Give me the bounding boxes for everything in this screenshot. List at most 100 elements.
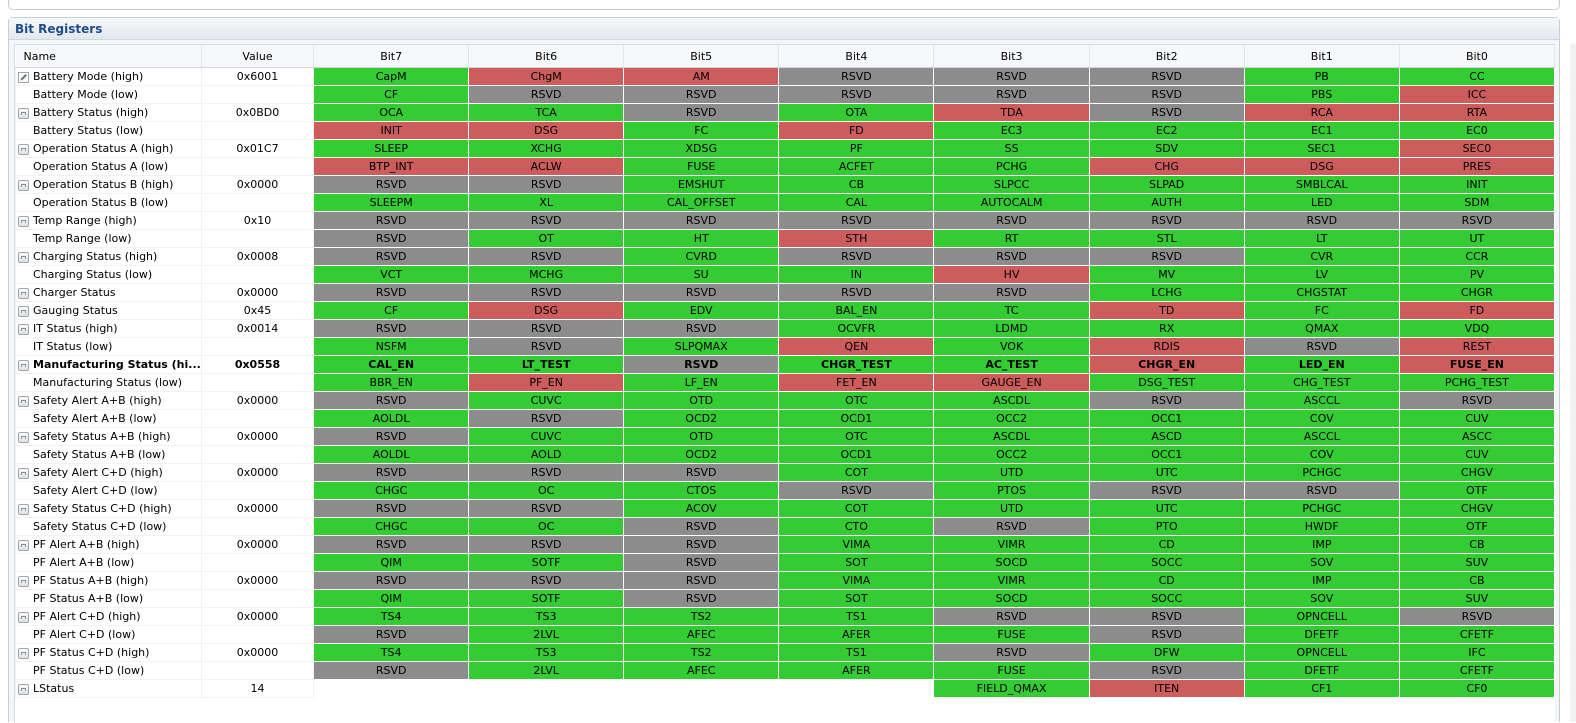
bit-cell-bit0[interactable]: FD xyxy=(1398,301,1556,320)
bit-cell-bit7[interactable]: RSVD xyxy=(313,463,470,482)
bit-cell-bit5[interactable]: SU xyxy=(623,265,780,284)
bit-cell-bit2[interactable]: RSVD xyxy=(1088,247,1245,266)
register-value[interactable] xyxy=(200,553,315,572)
bit-cell-bit0[interactable]: RSVD xyxy=(1398,607,1556,626)
bit-cell-bit4[interactable]: AFER xyxy=(778,661,935,680)
bit-cell-bit5[interactable]: FC xyxy=(623,121,780,140)
bit-cell-bit2[interactable]: CD xyxy=(1088,571,1245,590)
register-name-cell[interactable]: PF Status C+D (low) xyxy=(15,661,202,680)
bit-cell-bit2[interactable]: STL xyxy=(1088,229,1245,248)
bit-cell-bit1[interactable]: RSVD xyxy=(1243,337,1400,356)
register-value[interactable]: 0x0000 xyxy=(200,535,315,554)
bit-cell-bit6[interactable]: XL xyxy=(468,193,625,212)
table-row[interactable]: Charging Status (low) VCT MCHG SU IN HV MV LV PV xyxy=(15,265,1556,284)
bit-cell-bit2[interactable]: TD xyxy=(1088,301,1245,320)
bit-cell-bit7[interactable]: CHGC xyxy=(313,481,470,500)
register-name-cell[interactable]: Battery Status (low) xyxy=(15,121,202,140)
bit-cell-bit1[interactable]: PCHGC xyxy=(1243,463,1400,482)
table-row[interactable]: Gauging Status 0x45 CF DSG EDV BAL_EN TC TD FC FD xyxy=(15,301,1556,320)
bit-cell-bit7[interactable]: RSVD xyxy=(313,427,470,446)
bit-cell-bit7[interactable]: RSVD xyxy=(313,571,470,590)
bit-cell-bit5[interactable]: RSVD xyxy=(623,571,780,590)
bit-cell-bit6[interactable]: RSVD xyxy=(468,85,625,104)
table-row[interactable]: PF Status C+D (high) 0x0000 TS4 TS3 TS2 TS1 RS… xyxy=(15,643,1556,662)
bit-cell-bit5[interactable]: EDV xyxy=(623,301,780,320)
table-row[interactable]: Safety Alert A+B (low) AOLDL RSVD OCD2 OCD1 O… xyxy=(15,409,1556,428)
bit-cell-bit3[interactable]: AC_TEST xyxy=(933,355,1090,374)
table-row[interactable]: Safety Status C+D (low) CHGC OC RSVD CTO RSVD… xyxy=(15,517,1556,536)
register-name-cell[interactable]: LStatus xyxy=(15,679,202,698)
bit-cell-bit3[interactable]: SOCD xyxy=(933,553,1090,572)
bit-cell-bit0[interactable]: CF0 xyxy=(1398,679,1556,698)
bit-cell-bit6[interactable]: MCHG xyxy=(468,265,625,284)
bit-cell-bit4[interactable]: FD xyxy=(778,121,935,140)
bit-cell-bit6[interactable]: RSVD xyxy=(468,319,625,338)
bit-cell-bit0[interactable]: EC0 xyxy=(1398,121,1556,140)
register-value[interactable]: 14 xyxy=(200,679,315,698)
bit-cell-bit6[interactable]: 2LVL xyxy=(468,625,625,644)
table-row[interactable]: PF Alert C+D (high) 0x0000 TS4 TS3 TS2 TS1 RSV… xyxy=(15,607,1556,626)
bit-cell-bit3[interactable]: VIMR xyxy=(933,535,1090,554)
bit-cell-bit5[interactable]: RSVD xyxy=(623,283,780,302)
table-row[interactable]: Safety Status A+B (high) 0x0000 RSVD CUVC OT… xyxy=(15,427,1556,446)
register-name-cell[interactable]: Temp Range (low) xyxy=(15,229,202,248)
bit-cell-bit1[interactable]: EC1 xyxy=(1243,121,1400,140)
table-row[interactable]: PF Status C+D (low) RSVD 2LVL AFEC AFER FUSE R… xyxy=(15,661,1556,680)
register-name-cell[interactable]: Temp Range (high) xyxy=(15,211,202,230)
register-name-cell[interactable]: Charging Status (low) xyxy=(15,265,202,284)
bit-cell-bit1[interactable]: LED xyxy=(1243,193,1400,212)
bit-cell-bit0[interactable]: RSVD xyxy=(1398,391,1556,410)
register-value[interactable]: 0x0000 xyxy=(200,175,315,194)
bit-cell-bit7[interactable]: RSVD xyxy=(313,175,470,194)
bit-cell-bit5[interactable]: TS2 xyxy=(623,607,780,626)
bit-cell-bit7[interactable]: RSVD xyxy=(313,391,470,410)
bit-cell-bit1[interactable]: IMP xyxy=(1243,535,1400,554)
register-value[interactable] xyxy=(200,85,315,104)
bit-cell-bit7[interactable]: CF xyxy=(313,301,470,320)
bit-cell-bit0[interactable]: PCHG_TEST xyxy=(1398,373,1556,392)
register-value[interactable] xyxy=(200,445,315,464)
bit-cell-bit7[interactable]: BBR_EN xyxy=(313,373,470,392)
bit-cell-bit5[interactable]: AFEC xyxy=(623,661,780,680)
lock-icon[interactable] xyxy=(18,251,29,263)
bit-cell-bit5[interactable]: XDSG xyxy=(623,139,780,158)
bit-cell-bit2[interactable]: AUTH xyxy=(1088,193,1245,212)
register-name-cell[interactable]: Safety Alert C+D (low) xyxy=(15,481,202,500)
register-value[interactable] xyxy=(200,589,315,608)
table-row[interactable]: Safety Alert A+B (high) 0x0000 RSVD CUVC OTD… xyxy=(15,391,1556,410)
column-header-bit7[interactable]: Bit7 xyxy=(313,45,470,68)
table-row[interactable]: Charging Status (high) 0x0008 RSVD RSVD CVRD… xyxy=(15,247,1556,266)
bit-cell-bit3[interactable]: HV xyxy=(933,265,1090,284)
bit-cell-bit6[interactable]: RSVD xyxy=(468,463,625,482)
bit-cell-bit6[interactable]: CUVC xyxy=(468,427,625,446)
bit-cell-bit0[interactable]: CHGV xyxy=(1398,463,1556,482)
bit-cell-bit3[interactable]: FIELD_QMAX xyxy=(933,679,1090,698)
register-name-cell[interactable]: Operation Status B (low) xyxy=(15,193,202,212)
register-value[interactable] xyxy=(200,373,315,392)
bit-cell-bit4[interactable]: RSVD xyxy=(778,283,935,302)
bit-cell-bit4[interactable]: OCVFR xyxy=(778,319,935,338)
bit-cell-bit5[interactable]: RSVD xyxy=(623,553,780,572)
table-row[interactable]: Operation Status B (high) 0x0000 RSVD RSVD E… xyxy=(15,175,1556,194)
bit-cell-bit6[interactable]: CUVC xyxy=(468,391,625,410)
bit-cell-bit7[interactable]: AOLDL xyxy=(313,409,470,428)
register-value[interactable] xyxy=(200,661,315,680)
bit-cell-bit7[interactable]: RSVD xyxy=(313,535,470,554)
register-value[interactable]: 0x0000 xyxy=(200,427,315,446)
table-row[interactable]: Battery Mode (high) 0x6001 CapM ChgM AM RSVD R… xyxy=(15,67,1556,86)
bit-cell-bit5[interactable]: SLPQMAX xyxy=(623,337,780,356)
bit-cell-bit1[interactable]: SMBLCAL xyxy=(1243,175,1400,194)
bit-cell-bit7[interactable]: SLEEP xyxy=(313,139,470,158)
bit-cell-bit2[interactable]: UTC xyxy=(1088,499,1245,518)
column-header-value[interactable]: Value xyxy=(201,45,315,68)
bit-cell-bit2[interactable]: RSVD xyxy=(1088,625,1245,644)
bit-cell-bit4[interactable]: OCD1 xyxy=(778,445,935,464)
bit-cell-bit5[interactable]: OTD xyxy=(623,391,780,410)
bit-cell-bit6[interactable]: TS3 xyxy=(468,607,625,626)
bit-cell-bit0[interactable]: CC xyxy=(1398,67,1556,86)
bit-cell-bit4[interactable]: BAL_EN xyxy=(778,301,935,320)
bit-cell-bit3[interactable]: UTD xyxy=(933,463,1090,482)
table-row[interactable]: Safety Alert C+D (high) 0x0000 RSVD RSVD RSV… xyxy=(15,463,1556,482)
bit-cell-bit6[interactable]: 2LVL xyxy=(468,661,625,680)
table-row[interactable]: Operation Status B (low) SLEEPM XL CAL_OFFS… xyxy=(15,193,1556,212)
